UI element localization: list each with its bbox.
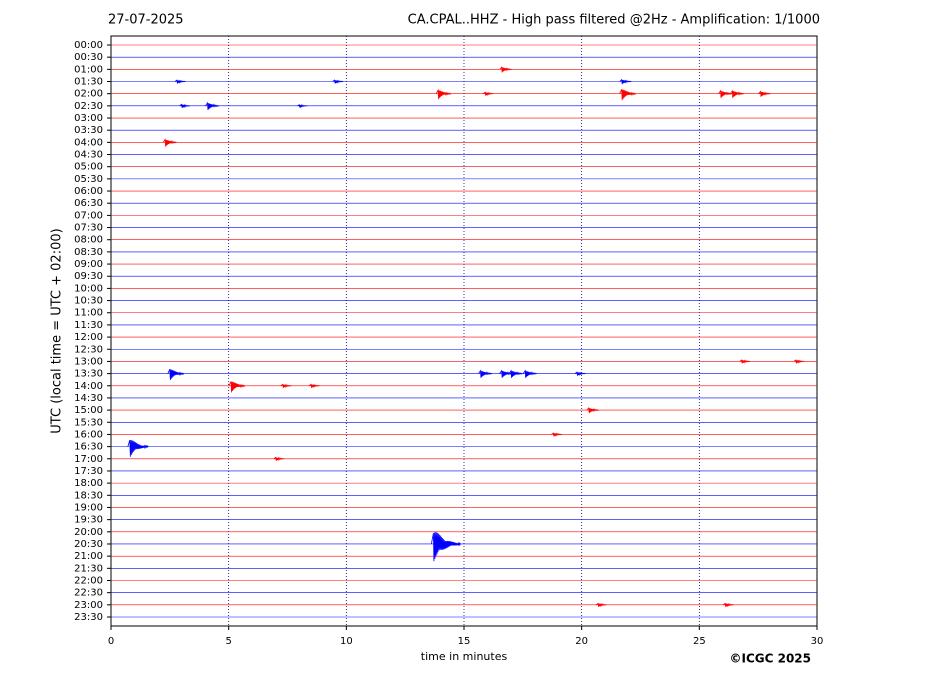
seismic-event	[619, 89, 637, 101]
seismic-event	[729, 89, 745, 98]
y-tick-label: 09:30	[74, 271, 103, 282]
y-tick-label: 12:00	[74, 332, 103, 343]
y-tick-label: 00:00	[74, 40, 103, 51]
y-tick-label: 03:00	[74, 113, 103, 124]
seismic-event	[280, 383, 292, 389]
seismic-event	[718, 89, 733, 98]
seismic-event	[619, 78, 632, 85]
y-tick-label: 07:00	[74, 210, 103, 221]
y-tick-label: 10:30	[74, 296, 103, 307]
seismic-event	[127, 439, 149, 457]
y-tick-label: 07:30	[74, 223, 103, 234]
seismic-event	[793, 359, 805, 364]
x-tick-label: 5	[225, 636, 231, 647]
y-tick-label: 18:30	[74, 490, 103, 501]
y-tick-label: 05:30	[74, 174, 103, 185]
seismic-event	[167, 369, 185, 381]
y-tick-label: 22:00	[74, 575, 103, 586]
x-tick-label: 0	[108, 636, 114, 647]
seismic-event	[574, 371, 586, 377]
y-tick-label: 11:30	[74, 320, 103, 331]
y-tick-label: 12:30	[74, 344, 103, 355]
y-tick-label: 23:30	[74, 612, 103, 623]
seismic-event	[435, 88, 452, 100]
seismic-event	[758, 90, 771, 97]
seismic-event	[162, 138, 177, 147]
y-tick-label: 14:00	[74, 381, 103, 392]
seismic-event	[308, 383, 320, 389]
y-tick-label: 11:00	[74, 308, 103, 319]
x-tick-label: 15	[458, 636, 471, 647]
y-tick-label: 21:30	[74, 563, 103, 574]
y-tick-label: 19:00	[74, 502, 103, 513]
seismic-event	[739, 359, 751, 364]
y-tick-label: 19:30	[74, 515, 103, 526]
seismic-event	[174, 79, 186, 84]
y-tick-label: 20:30	[74, 539, 103, 550]
x-axis-label: time in minutes	[421, 650, 508, 663]
x-tick-label: 10	[340, 636, 353, 647]
seismic-event	[228, 381, 246, 393]
y-tick-label: 23:00	[74, 600, 103, 611]
credit: ©ICGC 2025	[729, 652, 811, 666]
y-tick-label: 05:00	[74, 162, 103, 173]
y-axis-label: UTC (local time = UTC + 02:00)	[50, 228, 65, 433]
seismic-event	[431, 532, 461, 562]
chart-title: CA.CPAL..HHZ - High pass filtered @2Hz -…	[408, 13, 820, 28]
y-tick-label: 02:00	[74, 89, 103, 100]
y-tick-label: 06:30	[74, 198, 103, 209]
x-tick-label: 25	[693, 636, 706, 647]
seismic-event	[273, 456, 285, 462]
y-tick-label: 20:00	[74, 527, 103, 538]
seismic-event	[586, 406, 599, 414]
y-tick-label: 15:30	[74, 417, 103, 428]
y-tick-label: 08:00	[74, 235, 103, 246]
y-tick-label: 02:30	[74, 101, 103, 112]
y-tick-label: 10:00	[74, 283, 103, 294]
y-tick-label: 08:30	[74, 247, 103, 258]
seismic-event	[522, 369, 537, 378]
y-tick-label: 14:30	[74, 393, 103, 404]
y-tick-label: 16:00	[74, 429, 103, 440]
seismic-event	[722, 602, 734, 608]
seismic-event	[205, 101, 220, 111]
y-tick-label: 21:00	[74, 551, 103, 562]
y-tick-label: 18:00	[74, 478, 103, 489]
y-tick-label: 13:00	[74, 356, 103, 367]
seismic-event	[595, 602, 607, 608]
y-tick-label: 01:30	[74, 77, 103, 88]
seismic-event	[499, 66, 512, 73]
y-tick-label: 09:00	[74, 259, 103, 270]
y-tick-label: 01:00	[74, 64, 103, 75]
seismic-event	[551, 432, 563, 437]
seismic-event	[179, 103, 191, 109]
y-tick-label: 04:00	[74, 137, 103, 148]
seismic-event	[297, 103, 308, 109]
x-tick-label: 30	[811, 636, 824, 647]
y-tick-label: 16:30	[74, 442, 103, 453]
y-tick-label: 17:00	[74, 454, 103, 465]
x-tick-label: 20	[575, 636, 588, 647]
y-tick-label: 17:30	[74, 466, 103, 477]
y-tick-label: 00:30	[74, 52, 103, 63]
y-tick-label: 06:00	[74, 186, 103, 197]
y-tick-label: 13:30	[74, 369, 103, 380]
seismic-event	[482, 91, 494, 97]
y-tick-label: 22:30	[74, 588, 103, 599]
y-tick-label: 03:30	[74, 125, 103, 136]
seismic-event	[332, 79, 344, 84]
y-tick-label: 04:30	[74, 150, 103, 161]
seismic-event	[478, 369, 493, 378]
seismic-event	[508, 369, 523, 378]
chart-date: 27-07-2025	[108, 13, 184, 28]
y-tick-label: 15:00	[74, 405, 103, 416]
